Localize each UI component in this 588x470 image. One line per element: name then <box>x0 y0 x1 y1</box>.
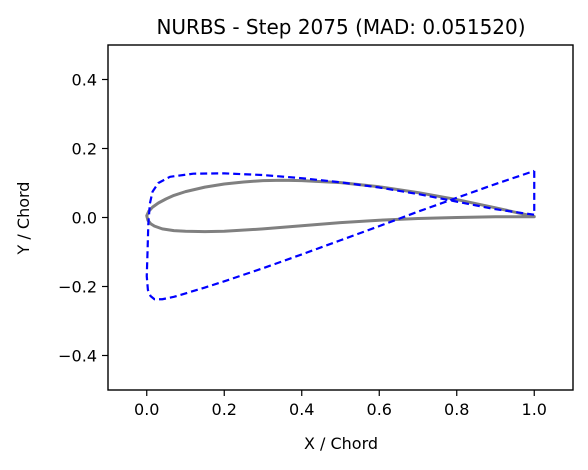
x-tick-label: 0.0 <box>134 400 159 419</box>
series-group <box>145 169 536 301</box>
x-axis-label: X / Chord <box>304 434 378 453</box>
x-axis: 0.0 0.2 0.4 0.6 0.8 1.0 <box>134 390 547 419</box>
x-tick-label: 0.6 <box>367 400 392 419</box>
y-tick-label: 0.0 <box>72 209 97 228</box>
y-tick-label: −0.4 <box>58 347 97 366</box>
x-tick-label: 0.8 <box>444 400 469 419</box>
y-tick-label: 0.4 <box>72 71 97 90</box>
y-tick-label: 0.2 <box>72 140 97 159</box>
y-tick-label: −0.2 <box>58 278 97 297</box>
x-tick-label: 1.0 <box>522 400 547 419</box>
y-axis: −0.4 −0.2 0.0 0.2 0.4 <box>58 71 108 366</box>
x-tick-label: 0.4 <box>289 400 314 419</box>
nurbs-fit-line <box>145 169 536 301</box>
y-axis-label: Y / Chord <box>14 182 33 256</box>
chart-title: NURBS - Step 2075 (MAD: 0.051520) <box>156 15 525 39</box>
x-tick-label: 0.2 <box>212 400 237 419</box>
